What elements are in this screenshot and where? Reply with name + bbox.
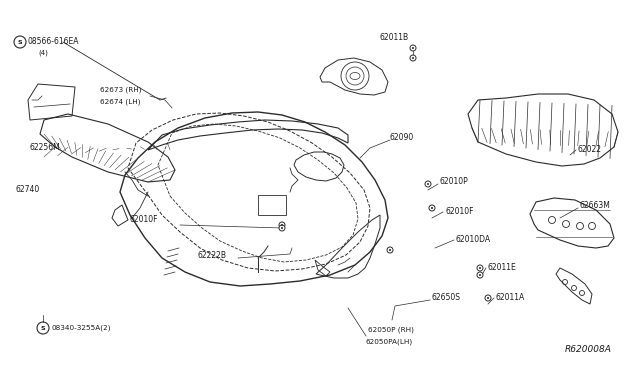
Text: 62022: 62022 — [578, 145, 602, 154]
Circle shape — [279, 222, 285, 228]
Text: S: S — [41, 326, 45, 330]
Text: R620008A: R620008A — [565, 345, 612, 354]
Text: 62673 (RH): 62673 (RH) — [100, 87, 141, 93]
Circle shape — [410, 45, 416, 51]
Text: 62011A: 62011A — [496, 294, 525, 302]
Circle shape — [412, 47, 414, 49]
Circle shape — [387, 247, 393, 253]
Circle shape — [410, 55, 416, 61]
Circle shape — [425, 181, 431, 187]
Text: 62010F: 62010F — [130, 215, 159, 224]
Circle shape — [485, 295, 491, 301]
Circle shape — [429, 205, 435, 211]
Text: 62010P: 62010P — [440, 177, 468, 186]
Circle shape — [281, 224, 283, 226]
Circle shape — [479, 274, 481, 276]
Text: S: S — [18, 39, 22, 45]
Text: 62663M: 62663M — [580, 202, 611, 211]
Circle shape — [477, 272, 483, 278]
Text: 08566-616EA: 08566-616EA — [28, 38, 79, 46]
Circle shape — [389, 249, 391, 251]
Circle shape — [279, 225, 285, 231]
Circle shape — [412, 57, 414, 59]
Text: 62050PA(LH): 62050PA(LH) — [366, 339, 413, 345]
Text: (4): (4) — [38, 49, 48, 55]
Text: 62650S: 62650S — [432, 294, 461, 302]
Circle shape — [477, 265, 483, 271]
Text: 62674 (LH): 62674 (LH) — [100, 99, 141, 105]
Text: 62222B: 62222B — [198, 251, 227, 260]
Circle shape — [427, 183, 429, 185]
Text: 62010DA: 62010DA — [456, 235, 491, 244]
Text: 62090: 62090 — [390, 134, 414, 142]
Text: 62050P (RH): 62050P (RH) — [368, 327, 414, 333]
Circle shape — [479, 267, 481, 269]
Text: 08340-3255A(2): 08340-3255A(2) — [52, 325, 111, 331]
Text: 62011B: 62011B — [380, 33, 409, 42]
Circle shape — [281, 227, 283, 229]
Text: 62256M: 62256M — [30, 144, 61, 153]
Text: 62010F: 62010F — [445, 208, 474, 217]
Text: 62011E: 62011E — [488, 263, 516, 273]
Circle shape — [487, 297, 489, 299]
Text: 62740: 62740 — [15, 186, 39, 195]
Circle shape — [431, 207, 433, 209]
